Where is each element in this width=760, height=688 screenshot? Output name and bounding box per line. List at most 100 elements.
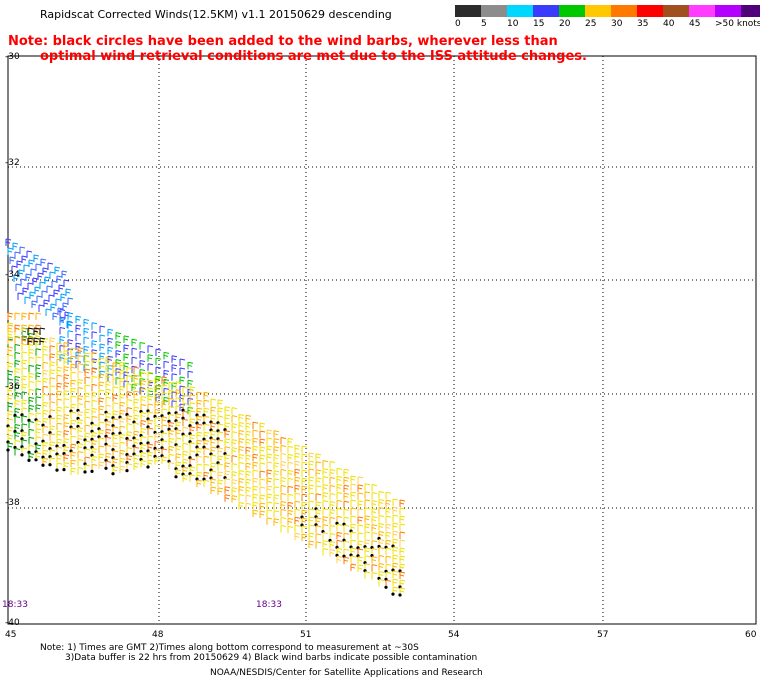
wind-barb — [34, 289, 40, 292]
wind-barb — [231, 415, 238, 418]
wind-barb — [133, 441, 139, 444]
wind-barb — [210, 425, 216, 428]
wind-barb — [123, 356, 129, 359]
wind-barb — [155, 357, 162, 360]
wind-barb — [273, 454, 280, 457]
wind-barb — [105, 367, 111, 370]
wind-barb — [119, 401, 126, 404]
wind-barb — [70, 411, 77, 414]
wind-barb — [224, 409, 230, 412]
wind-barb — [21, 255, 28, 258]
wind-barb — [301, 480, 307, 483]
wind-barb — [7, 349, 13, 352]
wind-barb — [70, 379, 77, 382]
wind-barb — [42, 345, 49, 348]
wind-barb — [140, 380, 147, 383]
wind-barb — [179, 358, 186, 361]
wind-barb — [154, 379, 160, 382]
legend-label: 15 — [533, 19, 545, 29]
wind-barb — [35, 452, 42, 455]
wind-barb — [27, 337, 34, 340]
wind-barb — [21, 258, 27, 261]
wind-barb — [91, 322, 98, 325]
wind-barb — [42, 353, 49, 356]
wind-barb — [15, 283, 22, 286]
wind-barb — [7, 362, 14, 365]
wind-barb — [28, 396, 35, 399]
wind-barb — [182, 477, 188, 480]
wind-barb — [350, 547, 357, 550]
wind-barb — [329, 517, 336, 519]
wind-barb — [371, 559, 377, 562]
wind-barb — [231, 487, 238, 490]
wind-barb — [385, 555, 392, 558]
wind-barb — [21, 391, 28, 394]
wind-barb — [21, 351, 28, 354]
wind-barb — [224, 470, 231, 473]
wind-barb — [99, 325, 106, 328]
wind-barb — [343, 500, 350, 503]
wind-barb — [126, 418, 132, 421]
wind-barb — [91, 351, 98, 354]
wind-barb — [35, 447, 41, 450]
wind-barb — [252, 421, 259, 424]
wind-barb — [161, 432, 168, 435]
wind-barb — [161, 408, 168, 411]
contamination-marker — [48, 463, 52, 467]
wind-barb — [25, 273, 32, 276]
wind-barb — [98, 373, 105, 376]
wind-barb — [133, 377, 139, 380]
wind-barb — [224, 438, 231, 441]
wind-barb — [266, 437, 273, 440]
wind-barb — [112, 445, 118, 448]
wind-barb — [392, 549, 398, 552]
wind-barb — [133, 366, 140, 369]
wind-barb — [42, 412, 48, 415]
wind-barb — [168, 421, 175, 424]
wind-barb — [329, 477, 336, 479]
wind-barb — [371, 527, 377, 530]
wind-barb — [28, 364, 35, 367]
wind-barb — [385, 539, 392, 542]
wind-barb — [392, 538, 399, 541]
wind-barb — [343, 559, 349, 562]
wind-barb — [112, 365, 118, 368]
wind-barb — [371, 516, 378, 519]
wind-barb — [49, 428, 55, 431]
wind-barb — [126, 383, 133, 386]
wind-barb — [27, 282, 34, 285]
wind-barb — [259, 430, 266, 433]
wind-barb — [14, 402, 20, 405]
wind-barb — [56, 454, 63, 457]
wind-barb — [21, 335, 28, 338]
wind-barb — [21, 327, 27, 330]
wind-barb — [163, 387, 170, 390]
wind-barb — [287, 512, 293, 515]
wind-barb — [58, 284, 65, 287]
wind-barb — [294, 463, 300, 466]
wind-barb — [266, 501, 273, 504]
wind-barb — [139, 360, 146, 362]
wind-barb — [399, 555, 406, 558]
wind-barb — [49, 449, 56, 452]
wind-barb — [245, 417, 251, 420]
wind-barb — [350, 515, 357, 518]
wind-barb — [364, 542, 370, 545]
wind-barb — [273, 502, 280, 505]
wind-barb — [112, 434, 119, 437]
wind-barb — [280, 437, 287, 440]
wind-barb — [98, 384, 104, 387]
wind-barb — [105, 383, 111, 386]
wind-barb — [7, 373, 13, 376]
wind-barb — [392, 506, 399, 509]
wind-barb — [287, 517, 294, 520]
wind-barb — [294, 532, 301, 535]
wind-barb — [315, 493, 322, 496]
wind-barb — [98, 456, 104, 459]
wind-barb — [60, 293, 67, 296]
wind-barb — [357, 476, 364, 479]
wind-barb — [280, 517, 287, 520]
wind-barb — [301, 509, 308, 512]
legend-label: 45 — [689, 19, 701, 29]
wind-barb — [259, 457, 265, 460]
